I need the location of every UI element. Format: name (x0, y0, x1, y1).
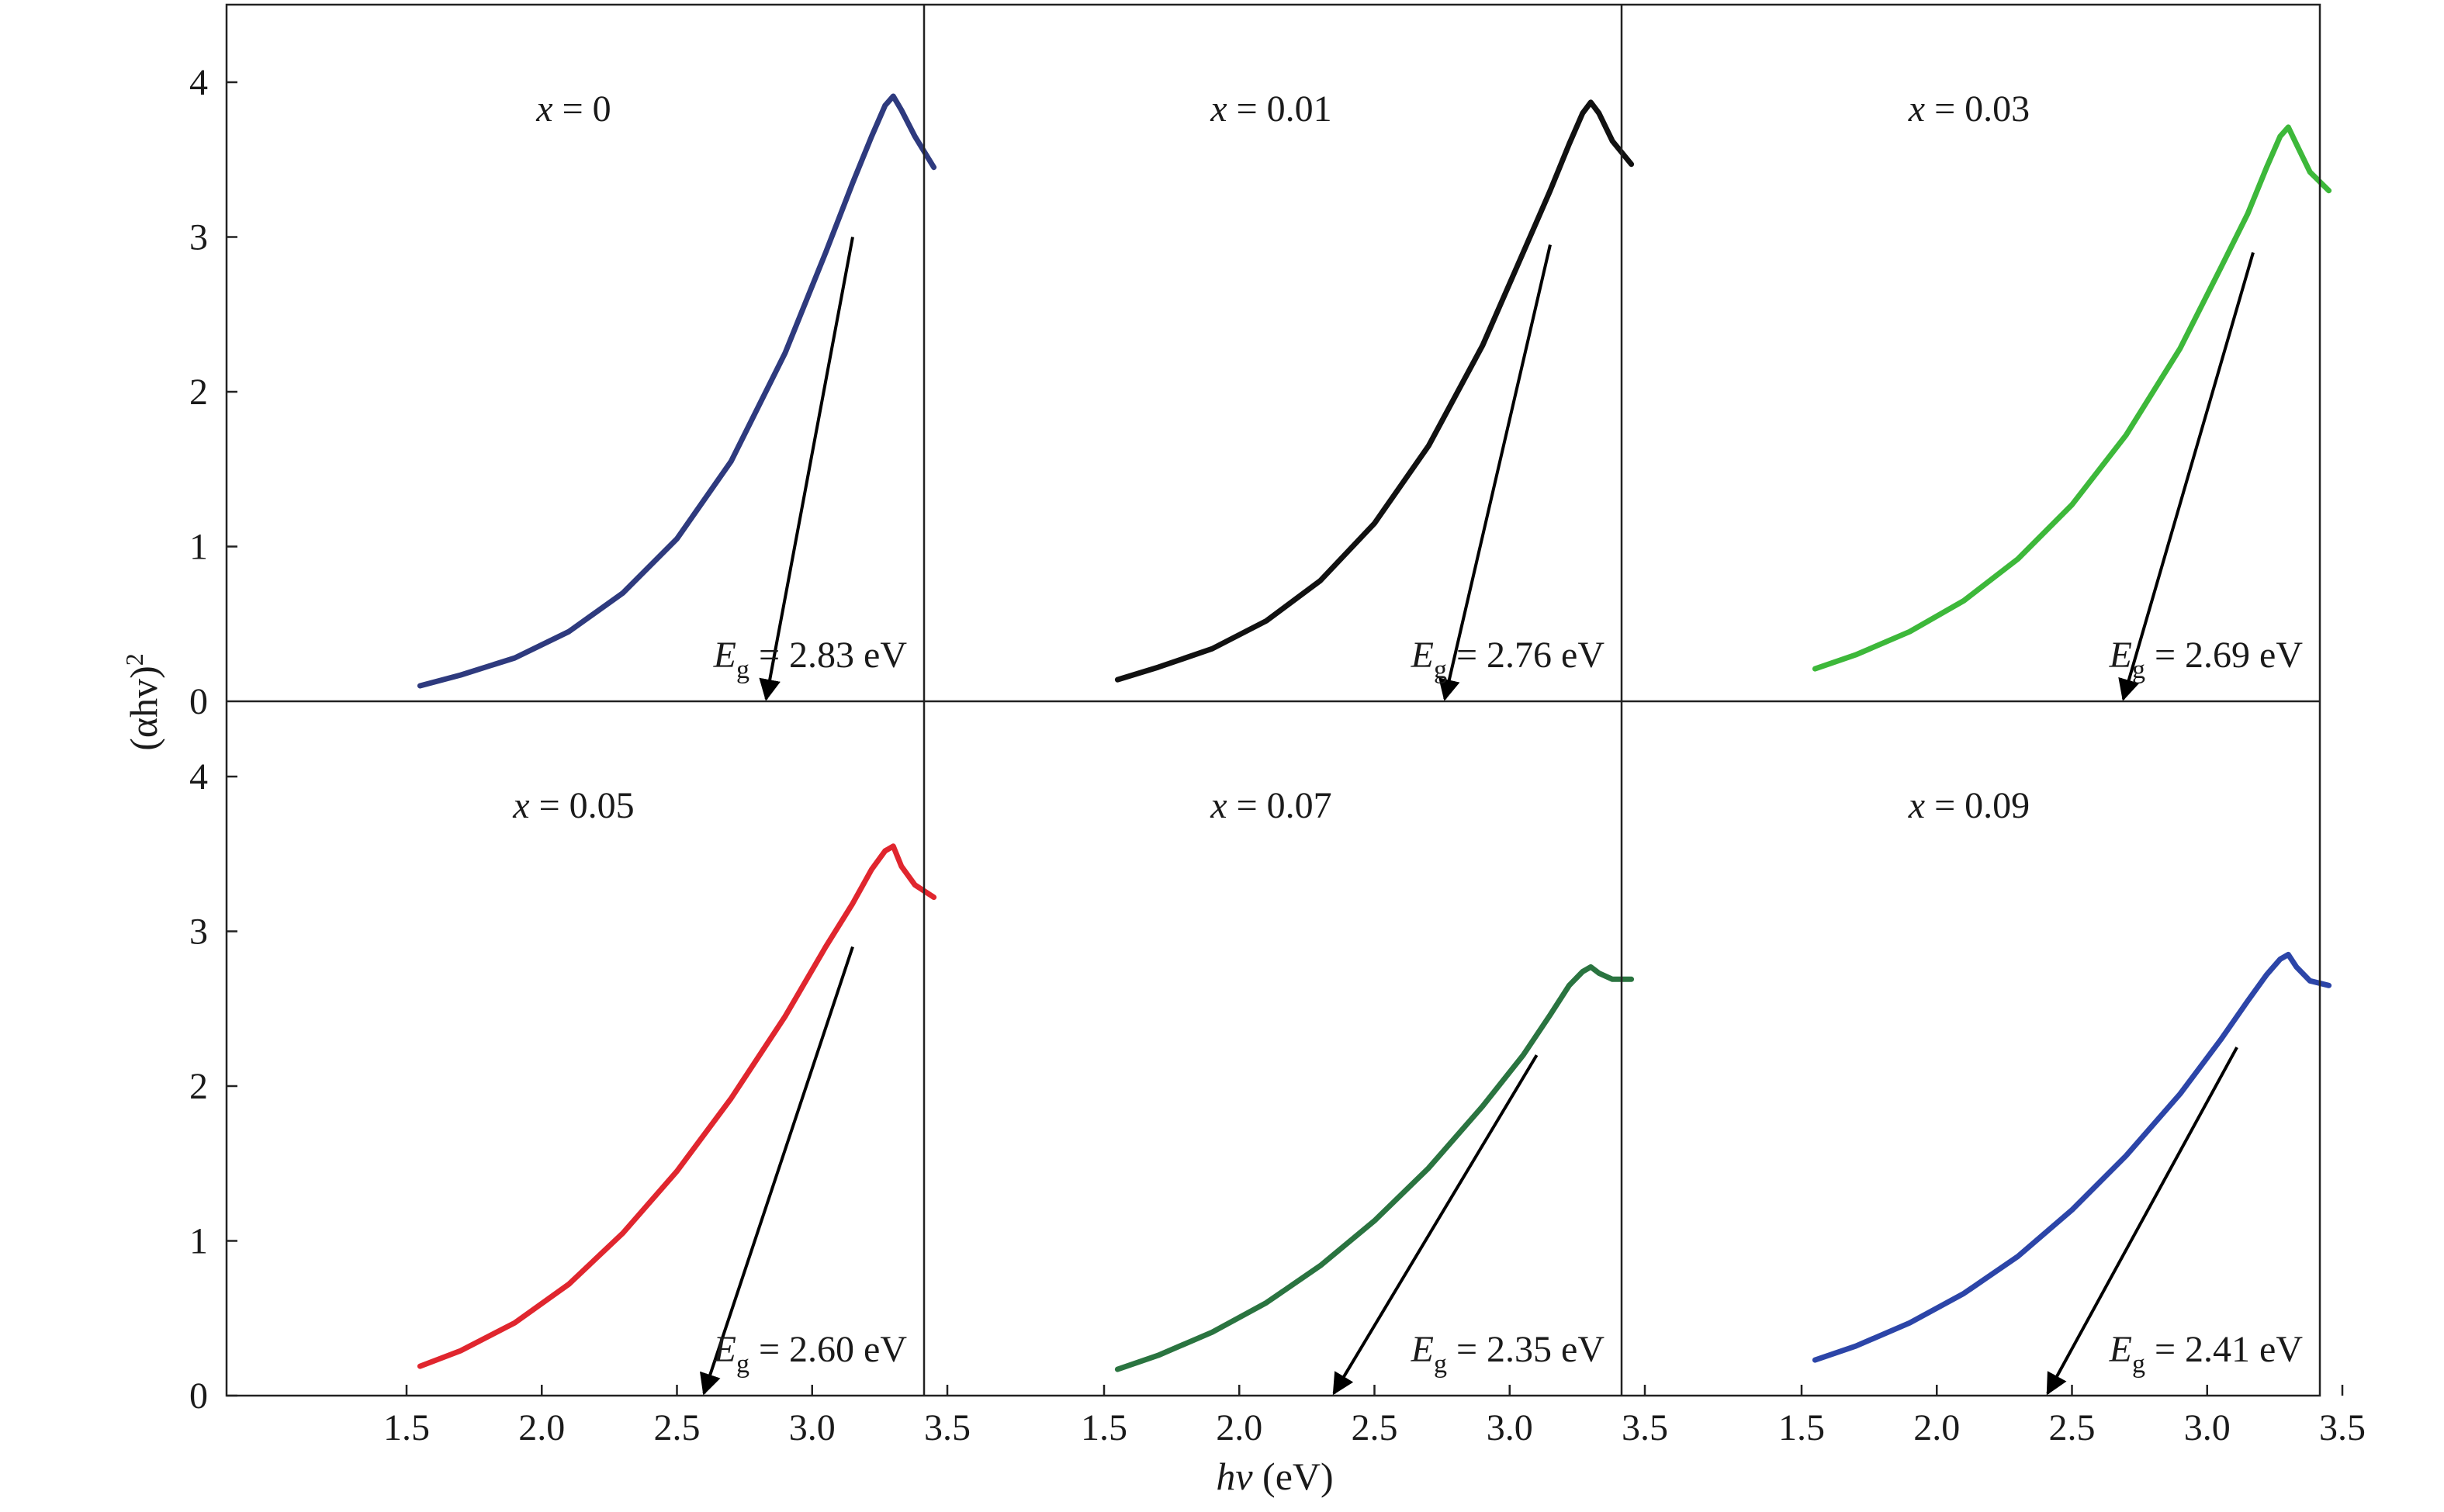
x-tick-label: 2.5 (654, 1407, 701, 1448)
absorption-curve-4 (417, 843, 937, 1369)
y-tick-label: 0 (189, 681, 208, 722)
band-gap-label-2: Eg = 2.76 eV (1411, 635, 1605, 684)
x-tick-label: 3.0 (1487, 1407, 1533, 1448)
absorption-curve-1 (417, 93, 937, 689)
x-tick-label: 3.5 (924, 1407, 971, 1448)
band-gap-value: = 2.83 eV (749, 635, 907, 676)
band-gap-value: = 2.35 eV (1447, 1329, 1605, 1370)
x-tick-label: 2.0 (518, 1407, 565, 1448)
outer-frame (225, 3, 2321, 1397)
band-gap-subscript: g (736, 656, 749, 684)
band-gap-value: = 2.41 eV (2145, 1329, 2303, 1370)
panel-label-value: = 0.09 (1925, 785, 2030, 826)
band-gap-label-6: Eg = 2.41 eV (2109, 1329, 2304, 1379)
x-tick-label: 1.5 (1081, 1407, 1127, 1448)
band-gap-symbol: E (1411, 635, 1434, 676)
band-gap-symbol: E (2109, 1329, 2132, 1370)
x-axis-title-symbol: hv (1216, 1455, 1253, 1498)
x-axis: 1.5 2.0 2.5 3.0 3.5 1.5 2.0 2.5 3.0 3.5 1.5 2.0 2.5 3… (383, 1385, 2366, 1448)
panel-label-variable: x (535, 88, 552, 130)
y-axis-title-exponent: 2 (120, 653, 148, 666)
band-gap-value: = 2.76 eV (1447, 635, 1605, 676)
band-gap-symbol: E (713, 635, 736, 676)
panel-label-value: = 0.05 (530, 785, 635, 826)
y-axis-title: (αhv)2 (120, 653, 165, 751)
panel-label-1: x = 0 (535, 88, 611, 130)
panel-label-3: x = 0.03 (1908, 88, 2030, 130)
panel-5: x = 0.07 Eg = 2.35 eV (1114, 785, 1635, 1396)
tangent-arrow-4 (699, 946, 854, 1396)
y-tick-label: 1 (189, 1221, 208, 1262)
x-tick-label: 1.5 (1778, 1407, 1825, 1448)
x-tick-label: 2.5 (2049, 1407, 2096, 1448)
panel-label-variable: x (1210, 785, 1227, 826)
panel-4: x = 0.05 Eg = 2.60 eV (417, 785, 937, 1396)
x-axis-title: hv (eV) (1216, 1455, 1333, 1498)
tangent-arrow-3 (2118, 251, 2255, 701)
absorption-curve-3 (1812, 124, 2332, 672)
band-gap-subscript: g (736, 1350, 749, 1379)
tangent-arrow-2 (1438, 244, 1552, 701)
panel-3: x = 0.03 Eg = 2.69 eV (1812, 88, 2332, 701)
panel-label-variable: x (1210, 88, 1227, 130)
x-tick-label: 2.0 (1216, 1407, 1262, 1448)
panel-2: x = 0.01 Eg = 2.76 eV (1114, 88, 1635, 701)
band-gap-symbol: E (713, 1329, 736, 1370)
y-tick-label: 4 (189, 756, 208, 798)
absorption-curve-6 (1812, 951, 2332, 1363)
panel-label-6: x = 0.09 (1908, 785, 2030, 826)
band-gap-subscript: g (2132, 1350, 2145, 1379)
band-gap-symbol: E (2109, 635, 2132, 676)
tangent-arrow-5 (1332, 1054, 1539, 1396)
panel-label-2: x = 0.01 (1210, 88, 1331, 130)
x-tick-label: 2.0 (1913, 1407, 1960, 1448)
panel-label-4: x = 0.05 (512, 785, 634, 826)
figure-frame (225, 3, 2321, 1397)
panel-label-variable: x (1908, 88, 1925, 130)
panel-label-value: = 0.03 (1925, 88, 2030, 130)
y-axis-title-base: (αhv) (122, 666, 165, 751)
panel-label-5: x = 0.07 (1210, 785, 1331, 826)
y-tick-label: 3 (189, 217, 208, 258)
panel-6: x = 0.09 Eg = 2.41 eV (1812, 785, 2332, 1396)
band-gap-label-5: Eg = 2.35 eV (1411, 1329, 1605, 1379)
absorption-curve-2 (1114, 99, 1635, 683)
y-tick-label: 4 (189, 62, 208, 103)
tangent-arrow-1 (759, 237, 854, 701)
band-gap-subscript: g (2132, 656, 2145, 684)
band-gap-subscript: g (1434, 656, 1447, 684)
band-gap-subscript: g (1434, 1350, 1447, 1379)
x-tick-label: 3.0 (789, 1407, 836, 1448)
panel-1: x = 0 Eg = 2.83 eV (417, 88, 937, 701)
y-tick-label: 2 (189, 372, 208, 413)
band-gap-label-1: Eg = 2.83 eV (713, 635, 908, 684)
band-gap-symbol: E (1411, 1329, 1434, 1370)
x-axis-title-unit: (eV) (1253, 1455, 1334, 1498)
band-gap-value: = 2.60 eV (749, 1329, 907, 1370)
y-tick-label: 3 (189, 912, 208, 953)
tangent-arrow-6 (2046, 1047, 2238, 1396)
x-tick-label: 3.5 (1622, 1407, 1668, 1448)
band-gap-label-3: Eg = 2.69 eV (2109, 635, 2304, 684)
x-tick-label: 1.5 (383, 1407, 430, 1448)
y-axis: 1 2 3 4 0 1 2 3 4 0 (189, 62, 237, 1417)
panel-label-value: = 0.07 (1227, 785, 1332, 826)
x-tick-label: 3.0 (2184, 1407, 2231, 1448)
panel-label-variable: x (1908, 785, 1925, 826)
band-gap-label-4: Eg = 2.60 eV (713, 1329, 908, 1379)
y-tick-label: 1 (189, 527, 208, 568)
y-tick-label: 0 (189, 1375, 208, 1417)
panel-label-value: = 0 (553, 88, 611, 130)
absorption-curve-5 (1114, 964, 1635, 1372)
panel-label-variable: x (512, 785, 529, 826)
y-tick-label: 2 (189, 1066, 208, 1107)
x-tick-label: 3.5 (2319, 1407, 2366, 1448)
x-tick-label: 2.5 (1352, 1407, 1398, 1448)
panel-label-value: = 0.01 (1227, 88, 1332, 130)
band-gap-value: = 2.69 eV (2145, 635, 2303, 676)
